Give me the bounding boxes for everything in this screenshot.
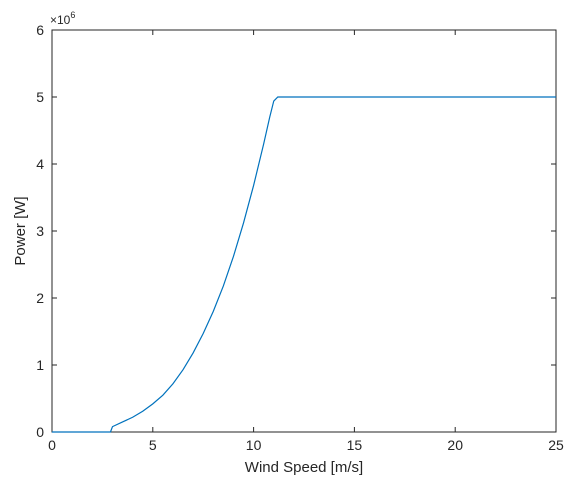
y-tick-label: 6 (36, 22, 44, 38)
y-tick-label: 1 (36, 357, 44, 373)
x-tick-label: 15 (347, 437, 363, 453)
y-axis-label: Power [W] (12, 196, 29, 265)
x-tick-label: 0 (48, 437, 56, 453)
power-curve-line (52, 96, 556, 433)
y-tick-label: 4 (36, 156, 44, 172)
y-tick-label: 2 (36, 290, 44, 306)
y-multiplier-base: ×10 (50, 13, 71, 27)
y-axis-multiplier: ×106 (50, 10, 75, 27)
y-tick-label: 0 (36, 424, 44, 440)
y-tick-label: 3 (36, 223, 44, 239)
y-multiplier-exponent: 6 (70, 10, 75, 20)
plot-area (51, 29, 557, 433)
x-tick-label: 20 (447, 437, 463, 453)
x-tick-label: 5 (149, 437, 157, 453)
y-tick-label: 5 (36, 89, 44, 105)
x-tick-label: 10 (246, 437, 262, 453)
x-tick-label: 25 (548, 437, 564, 453)
x-axis-label: Wind Speed [m/s] (245, 459, 363, 476)
